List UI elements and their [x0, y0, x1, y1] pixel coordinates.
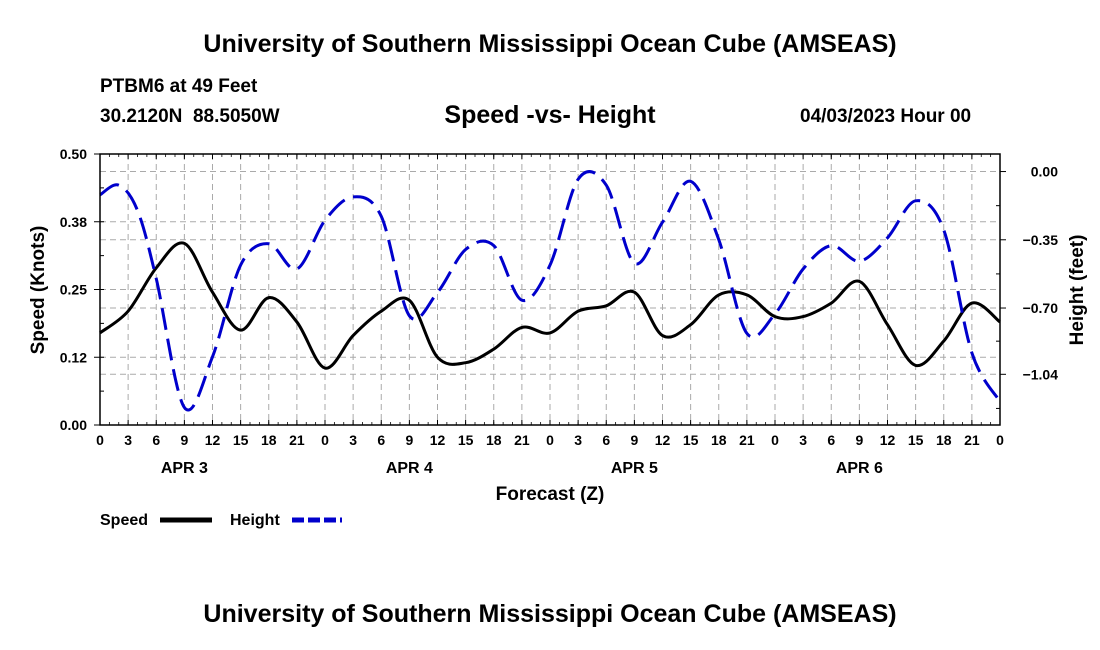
x-tick-label: 6 [377, 432, 385, 448]
x-tick-label: 12 [430, 432, 446, 448]
y2-tick-label: −1.04 [1023, 366, 1059, 382]
x-tick-label: 3 [349, 432, 357, 448]
x-tick-label: 18 [261, 432, 277, 448]
grid-lines [100, 154, 1000, 425]
x-tick-label: 12 [205, 432, 221, 448]
height-series-line [99, 170, 1002, 412]
x-tick-label: 18 [486, 432, 502, 448]
x-tick-label: 0 [96, 432, 104, 448]
y-tick-label: 0.50 [60, 146, 87, 162]
x-tick-label: 12 [880, 432, 896, 448]
series-lines [99, 170, 1002, 412]
y2-tick-label: −0.70 [1023, 300, 1059, 316]
legend-height-label: Height [230, 512, 280, 529]
y-tick-label: 0.38 [60, 214, 87, 230]
station-coordinates: 30.2120N 88.5050W [100, 106, 280, 127]
x-tick-label: 18 [936, 432, 952, 448]
x-tick-label: 3 [799, 432, 807, 448]
y2-axis-label: Height (feet) [1067, 235, 1088, 346]
y-tick-label: 0.25 [60, 282, 87, 298]
x-tick-label: 15 [683, 432, 699, 448]
y-tick-label: 0.12 [60, 349, 87, 365]
x-axis-label: Forecast (Z) [496, 484, 605, 505]
x-tick-label: 15 [233, 432, 249, 448]
x-tick-label: 3 [574, 432, 582, 448]
y-axis-label: Speed (Knots) [28, 226, 49, 355]
legend: Speed Height [100, 512, 342, 529]
day-label: APR 3 [161, 460, 208, 477]
station-label: PTBM6 at 49 Feet [100, 76, 258, 97]
legend-speed-label: Speed [100, 512, 148, 529]
x-tick-label: 21 [964, 432, 980, 448]
x-tick-label: 15 [458, 432, 474, 448]
speed-series-line [99, 241, 1001, 370]
x-tick-label: 21 [514, 432, 530, 448]
x-tick-label: 0 [771, 432, 779, 448]
main-title: University of Southern Mississippi Ocean… [203, 30, 897, 58]
day-label: APR 5 [611, 460, 658, 477]
x-tick-label: 6 [602, 432, 610, 448]
x-tick-label: 3 [124, 432, 132, 448]
x-tick-label: 15 [908, 432, 924, 448]
x-tick-label: 21 [739, 432, 755, 448]
footer-title: University of Southern Mississippi Ocean… [203, 600, 897, 628]
y-tick-label: 0.00 [60, 417, 87, 433]
x-tick-label: 0 [546, 432, 554, 448]
x-tick-label: 6 [827, 432, 835, 448]
day-label: APR 4 [386, 460, 433, 477]
x-tick-label: 9 [180, 432, 188, 448]
x-tick-label: 0 [321, 432, 329, 448]
x-tick-label: 21 [289, 432, 305, 448]
chart-title: Speed -vs- Height [444, 101, 656, 129]
x-tick-label: 9 [405, 432, 413, 448]
x-tick-label: 0 [996, 432, 1004, 448]
day-label: APR 6 [836, 460, 883, 477]
x-tick-label: 18 [711, 432, 727, 448]
x-tick-label: 12 [655, 432, 671, 448]
axes: 0 3 6 9 12 15 18 21 0 3 6 9 12 15 18 21 0 3 6 9 12 15 18 21 0 3 6 9… [60, 146, 1058, 477]
y2-tick-label: −0.35 [1023, 232, 1059, 248]
x-tick-label: 9 [855, 432, 863, 448]
x-tick-label: 6 [152, 432, 160, 448]
y2-tick-label: 0.00 [1031, 164, 1058, 180]
x-tick-label: 9 [630, 432, 638, 448]
forecast-datetime: 04/03/2023 Hour 00 [800, 106, 972, 127]
